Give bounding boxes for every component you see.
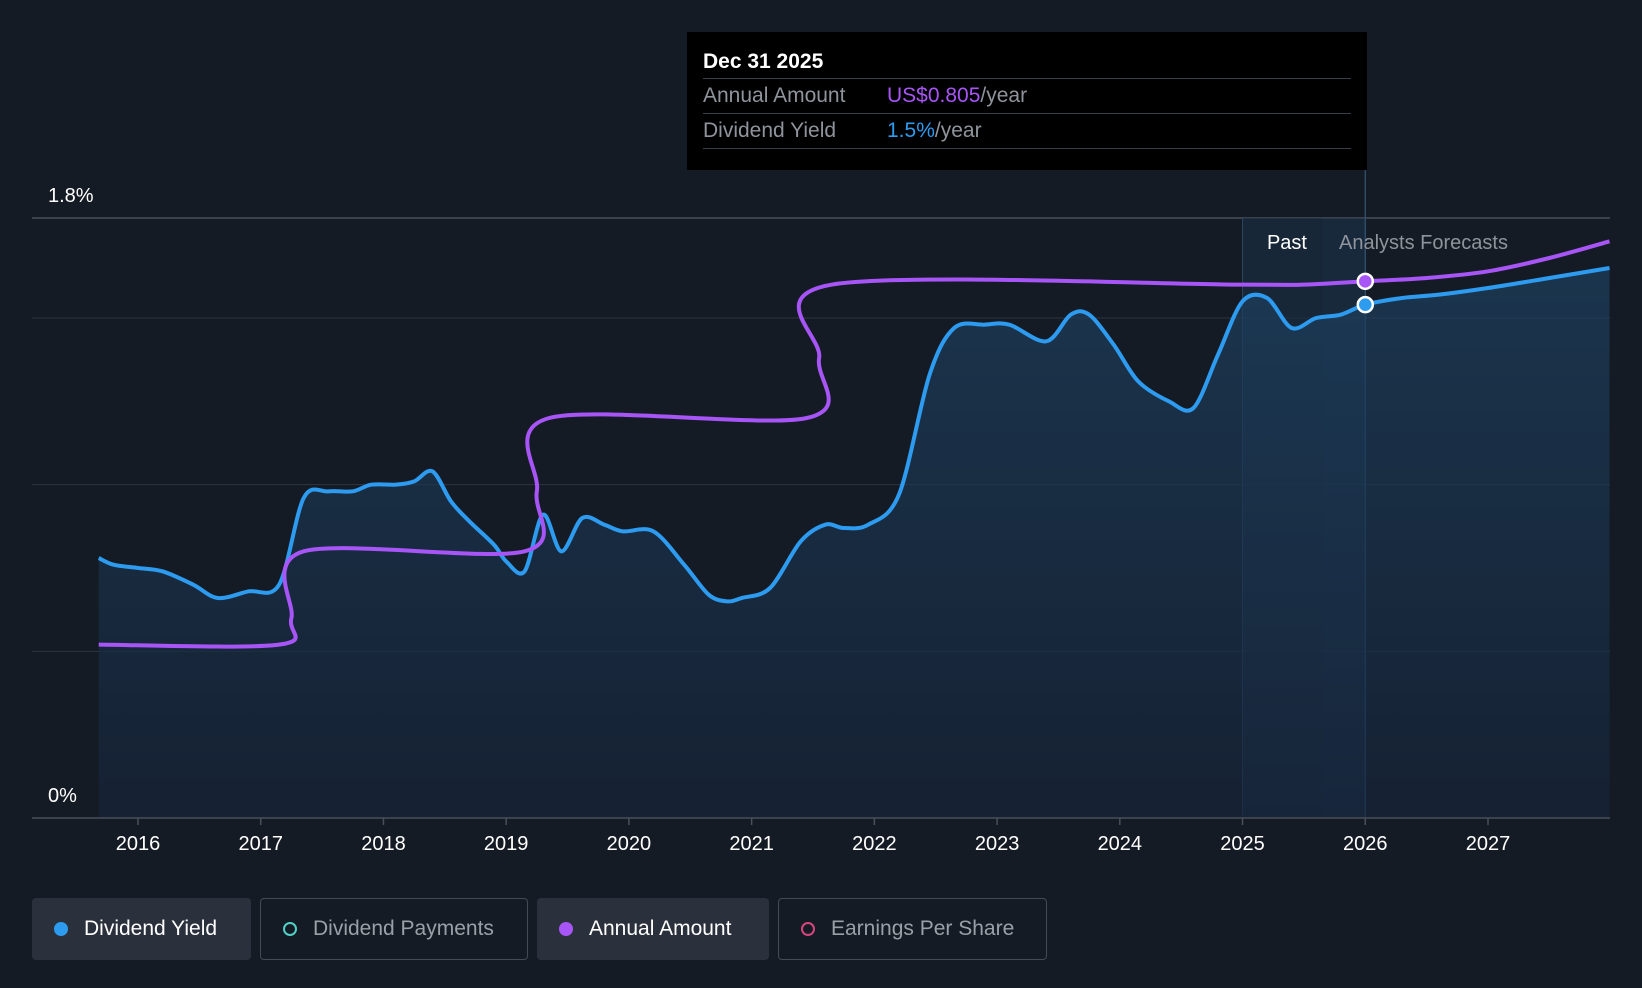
x-tick-label: 2027: [1466, 833, 1511, 855]
tooltip-date: Dec 31 2025: [703, 50, 824, 73]
x-tick-label: 2021: [729, 833, 774, 855]
legend: Dividend Yield Dividend Payments Annual …: [32, 898, 1047, 960]
legend-ring-icon: [283, 922, 297, 936]
legend-dividend-yield[interactable]: Dividend Yield: [32, 898, 251, 960]
x-tick-label: 2025: [1220, 833, 1265, 855]
annual-amount-marker: [1356, 272, 1375, 291]
x-tick-label: 2022: [852, 833, 897, 855]
past-label: Past: [1267, 232, 1307, 254]
legend-earnings-per-share[interactable]: Earnings Per Share: [778, 898, 1047, 960]
tooltip-label: Dividend Yield: [703, 119, 837, 142]
x-tick-label: 2026: [1343, 833, 1388, 855]
x-axis: 2016 2017 2018 2019 2020 2021 2022 2023 2024 2025…: [32, 817, 1610, 855]
x-tick-label: 2019: [484, 833, 529, 855]
yield-area-fill: [98, 268, 1610, 818]
y-min-label: 0%: [48, 785, 77, 807]
legend-dividend-payments[interactable]: Dividend Payments: [260, 898, 528, 960]
forecasts-label: Analysts Forecasts: [1339, 232, 1508, 254]
legend-label: Annual Amount: [589, 917, 732, 940]
tooltip-row-annual-amount: Annual Amount US$0.805 /year: [703, 78, 1351, 113]
tooltip-row-dividend-yield: Dividend Yield 1.5% /year: [703, 113, 1351, 149]
cursor-markers: [1356, 272, 1375, 314]
tooltip-value: 1.5%: [887, 119, 935, 142]
series-line-dividend-yield: [97, 266, 1610, 604]
y-max-label: 1.8%: [48, 185, 94, 207]
tooltip: Dec 31 2025 Annual Amount US$0.805 /year…: [687, 32, 1367, 170]
legend-dot-icon: [54, 922, 68, 936]
x-tick-label: 2023: [975, 833, 1020, 855]
series-line-annual-amount: [98, 239, 1611, 649]
tooltip-label: Annual Amount: [703, 84, 846, 107]
tooltip-unit: /year: [934, 119, 982, 142]
series-lines: [97, 239, 1611, 649]
legend-label: Earnings Per Share: [831, 917, 1015, 940]
x-tick-label: 2018: [361, 833, 406, 855]
tooltip-unit: /year: [980, 84, 1028, 107]
yield-area: [98, 268, 1610, 818]
x-tick-label: 2016: [116, 833, 161, 855]
legend-dot-icon: [559, 922, 573, 936]
legend-label: Dividend Payments: [313, 917, 494, 940]
legend-ring-icon: [801, 922, 815, 936]
legend-annual-amount[interactable]: Annual Amount: [537, 898, 769, 960]
legend-label: Dividend Yield: [84, 917, 218, 940]
dividend-yield-marker: [1356, 295, 1375, 314]
tooltip-value: US$0.805: [887, 84, 981, 107]
x-tick-label: 2024: [1098, 833, 1143, 855]
x-tick-label: 2020: [607, 833, 652, 855]
x-tick-label: 2017: [238, 833, 283, 855]
